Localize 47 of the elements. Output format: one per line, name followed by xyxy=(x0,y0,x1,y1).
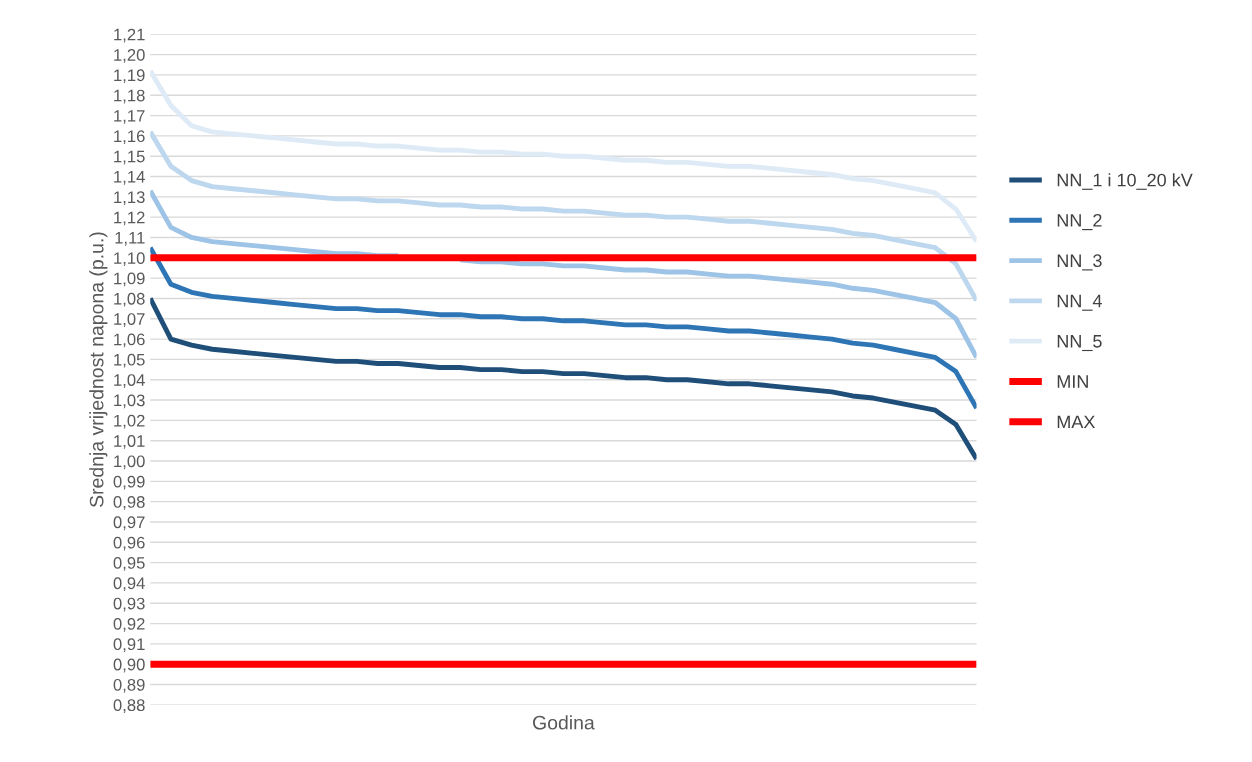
line-series xyxy=(150,129,977,303)
x-axis-title: Godina xyxy=(533,715,595,730)
y-tick-label: 0,99 xyxy=(113,475,145,490)
y-tick-label: 1,19 xyxy=(114,69,145,84)
y-tick-label: 1,05 xyxy=(114,353,145,368)
legend-label: NN_3 xyxy=(1057,254,1102,271)
line-series xyxy=(150,68,977,244)
y-tick-label: 1,01 xyxy=(114,435,145,449)
y-tick-label: 1,04 xyxy=(114,374,145,388)
y-tick-label: 1,16 xyxy=(114,130,145,145)
line-series xyxy=(150,296,977,462)
legend-label: MAX xyxy=(1057,415,1096,429)
y-tick-label: 0,95 xyxy=(113,557,145,571)
y-tick-label: 0,97 xyxy=(113,516,145,531)
y-tick-label: 0,90 xyxy=(113,658,145,673)
y-tick-label: 1,13 xyxy=(114,191,145,206)
y-tick-label: 0,91 xyxy=(113,638,145,653)
y-tick-label: 0,89 xyxy=(113,678,145,693)
y-axis-title: Srednja vrijednost napona (p.u.) xyxy=(89,232,108,508)
y-tick-label: 0,92 xyxy=(113,617,145,632)
y-tick-label: 1,09 xyxy=(114,272,145,287)
y-tick-label: 1,11 xyxy=(115,232,145,246)
y-tick-label: 0,88 xyxy=(113,699,145,714)
y-tick-label: 1,14 xyxy=(114,171,145,185)
legend-label: NN_4 xyxy=(1057,294,1102,311)
y-tick-label: 1,18 xyxy=(114,89,145,104)
y-tick-label: 0,98 xyxy=(113,496,145,510)
legend-label: NN_5 xyxy=(1057,335,1102,352)
y-tick-label: 1,06 xyxy=(114,333,145,348)
legend-label: MIN xyxy=(1057,375,1088,388)
y-tick-label: 1,21 xyxy=(114,28,145,43)
legend-label: NN_2 xyxy=(1057,213,1102,231)
y-tick-label: 1,15 xyxy=(114,150,145,165)
y-tick-label: 1,20 xyxy=(114,49,145,63)
y-tick-label: 1,07 xyxy=(114,313,145,327)
y-tick-label: 1,03 xyxy=(114,394,145,409)
y-tick-label: 0,93 xyxy=(113,597,145,612)
y-tick-label: 1,08 xyxy=(114,292,145,307)
y-tick-label: 0,96 xyxy=(113,536,145,551)
line-series xyxy=(150,245,977,411)
y-tick-label: 0,94 xyxy=(113,577,145,592)
y-tick-label: 1,17 xyxy=(114,110,145,124)
y-tick-label: 1,10 xyxy=(114,252,145,266)
y-tick-label: 1,02 xyxy=(114,414,145,429)
legend-label: NN_1 i 10_20 kV xyxy=(1057,173,1193,190)
y-tick-label: 1,00 xyxy=(114,455,145,470)
y-tick-label: 1,12 xyxy=(114,211,145,226)
